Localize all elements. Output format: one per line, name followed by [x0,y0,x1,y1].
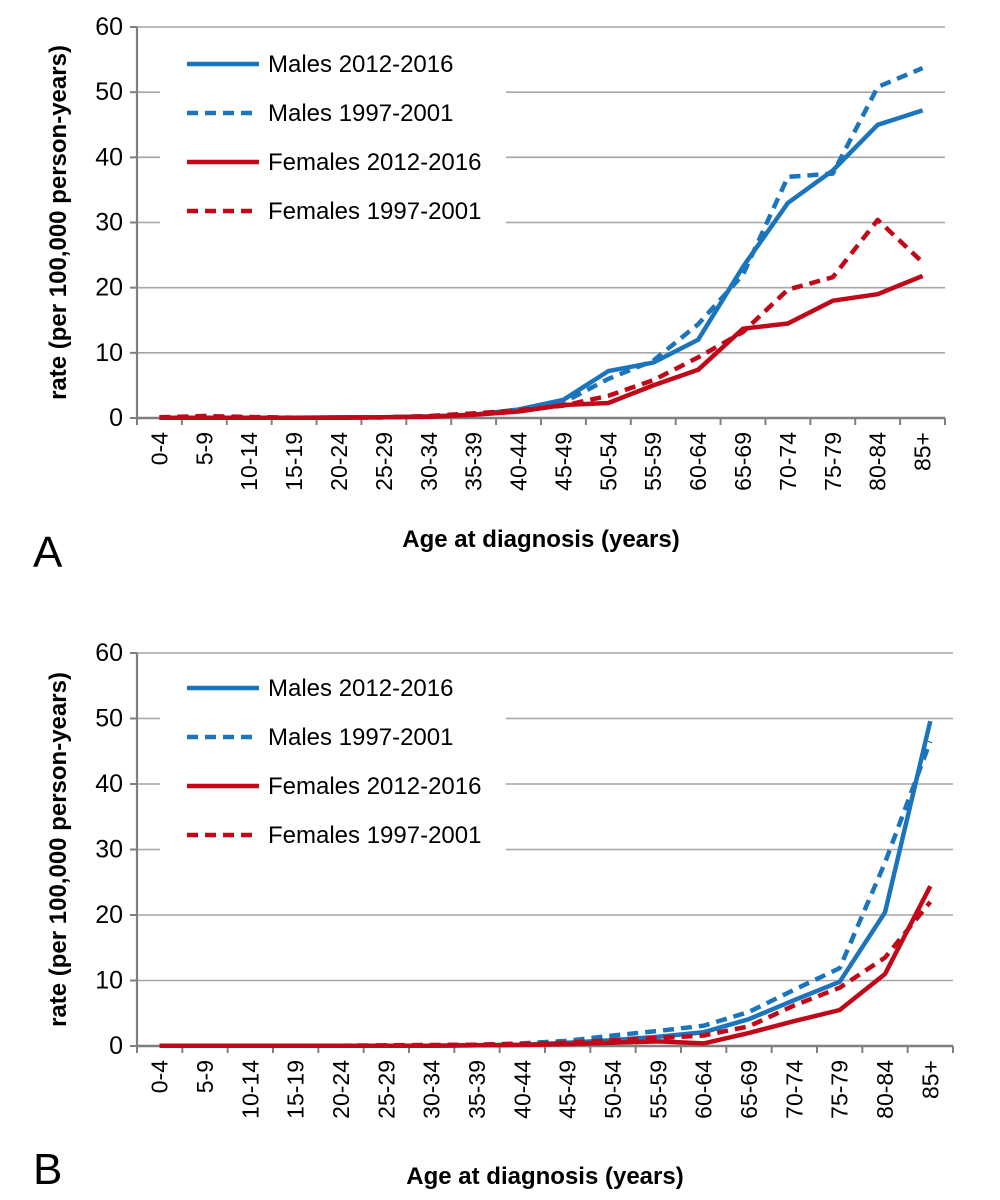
x-tick-label-80-84: 80-84 [865,432,891,491]
y-tick-label-30: 30 [95,836,123,864]
y-tick-label-0: 0 [109,1032,123,1060]
y-tick-label-0: 0 [109,404,123,432]
y-axis-title: rate (per 100,000 person-years) [45,45,72,400]
series-line-females-2012-2016-solid [159,273,924,420]
x-tick-label-85-: 85+ [910,432,936,471]
x-tick-label-20-24: 20-24 [326,432,352,491]
x-tick-label-10-14: 10-14 [236,432,262,491]
legend-label-males-2012-2016: Males 2012-2016 [268,51,453,78]
y-tick-label-20: 20 [95,901,123,929]
x-tick-label-0-4: 0-4 [146,432,172,465]
x-tick-label-60-64: 60-64 [685,432,711,491]
x-tick-label-60-64: 60-64 [691,1060,717,1119]
legend-label-males-2012-2016: Males 2012-2016 [268,675,453,702]
y-tick-label-60: 60 [95,639,123,667]
x-tick-label-45-49: 45-49 [555,1060,581,1119]
x-tick-label-85-: 85+ [917,1060,943,1099]
x-tick-label-30-34: 30-34 [416,432,442,491]
x-tick-label-55-59: 55-59 [645,1060,671,1119]
y-tick-label-40: 40 [95,143,123,171]
x-tick-label-75-79: 75-79 [827,1060,853,1119]
x-tick-label-10-14: 10-14 [237,1060,263,1119]
panel-letter-a: A [33,528,63,577]
y-tick-label-20: 20 [95,274,123,302]
y-tick-label-60: 60 [95,13,123,41]
x-tick-label-45-49: 45-49 [550,432,576,491]
legend-label-females-1997-2001: Females 1997-2001 [268,822,481,849]
x-tick-label-5-9: 5-9 [191,432,217,465]
x-tick-label-50-54: 50-54 [600,1060,626,1119]
x-tick-label-50-54: 50-54 [595,432,621,491]
y-axis-title: rate (per 100,000 person-years) [45,672,72,1027]
series-line-females-1997-2001-dashed [159,217,925,420]
series-line-females-2012-2016-solid [159,885,933,1048]
y-tick-label-50: 50 [95,705,123,733]
x-tick-label-55-59: 55-59 [640,432,666,491]
legend-label-males-1997-2001: Males 1997-2001 [268,100,453,127]
legend-label-females-2012-2016: Females 2012-2016 [268,773,481,800]
x-tick-label-35-39: 35-39 [461,432,487,491]
x-tick-label-70-74: 70-74 [781,1060,807,1119]
x-tick-label-40-44: 40-44 [509,1060,535,1119]
series-line-females-1997-2001-dashed [159,900,933,1048]
x-tick-label-30-34: 30-34 [419,1060,445,1119]
legend-label-males-1997-2001: Males 1997-2001 [268,724,453,751]
y-tick-label-50: 50 [95,78,123,106]
x-tick-label-20-24: 20-24 [328,1060,354,1119]
legend-box [160,664,506,859]
legend-label-females-1997-2001: Females 1997-2001 [268,198,481,225]
x-tick-label-65-69: 65-69 [730,432,756,491]
x-tick-label-75-79: 75-79 [820,432,846,491]
y-tick-label-40: 40 [95,770,123,798]
x-tick-label-40-44: 40-44 [506,432,532,491]
x-tick-label-15-19: 15-19 [281,432,307,491]
x-axis-title: Age at diagnosis (years) [402,526,679,553]
panel-letter-b: B [33,1145,62,1194]
panel-b: Males 2012-2016 Males 1997-2001 Females 20… [33,639,954,1194]
x-tick-label-0-4: 0-4 [147,1060,173,1093]
x-tick-label-15-19: 15-19 [283,1060,309,1119]
x-tick-label-65-69: 65-69 [736,1060,762,1119]
y-tick-label-30: 30 [95,209,123,237]
panel-a: Males 2012-2016 Males 1997-2001 Females 20… [33,13,946,577]
x-tick-label-5-9: 5-9 [192,1060,218,1093]
legend-box [160,40,506,235]
x-tick-label-25-29: 25-29 [373,1060,399,1119]
y-tick-label-10: 10 [95,339,123,367]
x-axis-title: Age at diagnosis (years) [406,1163,683,1190]
x-tick-label-25-29: 25-29 [371,432,397,491]
x-tick-label-35-39: 35-39 [464,1060,490,1119]
legend-label-females-2012-2016: Females 2012-2016 [268,149,481,176]
x-tick-label-70-74: 70-74 [775,432,801,491]
y-tick-label-10: 10 [95,967,123,995]
x-tick-label-80-84: 80-84 [872,1060,898,1119]
